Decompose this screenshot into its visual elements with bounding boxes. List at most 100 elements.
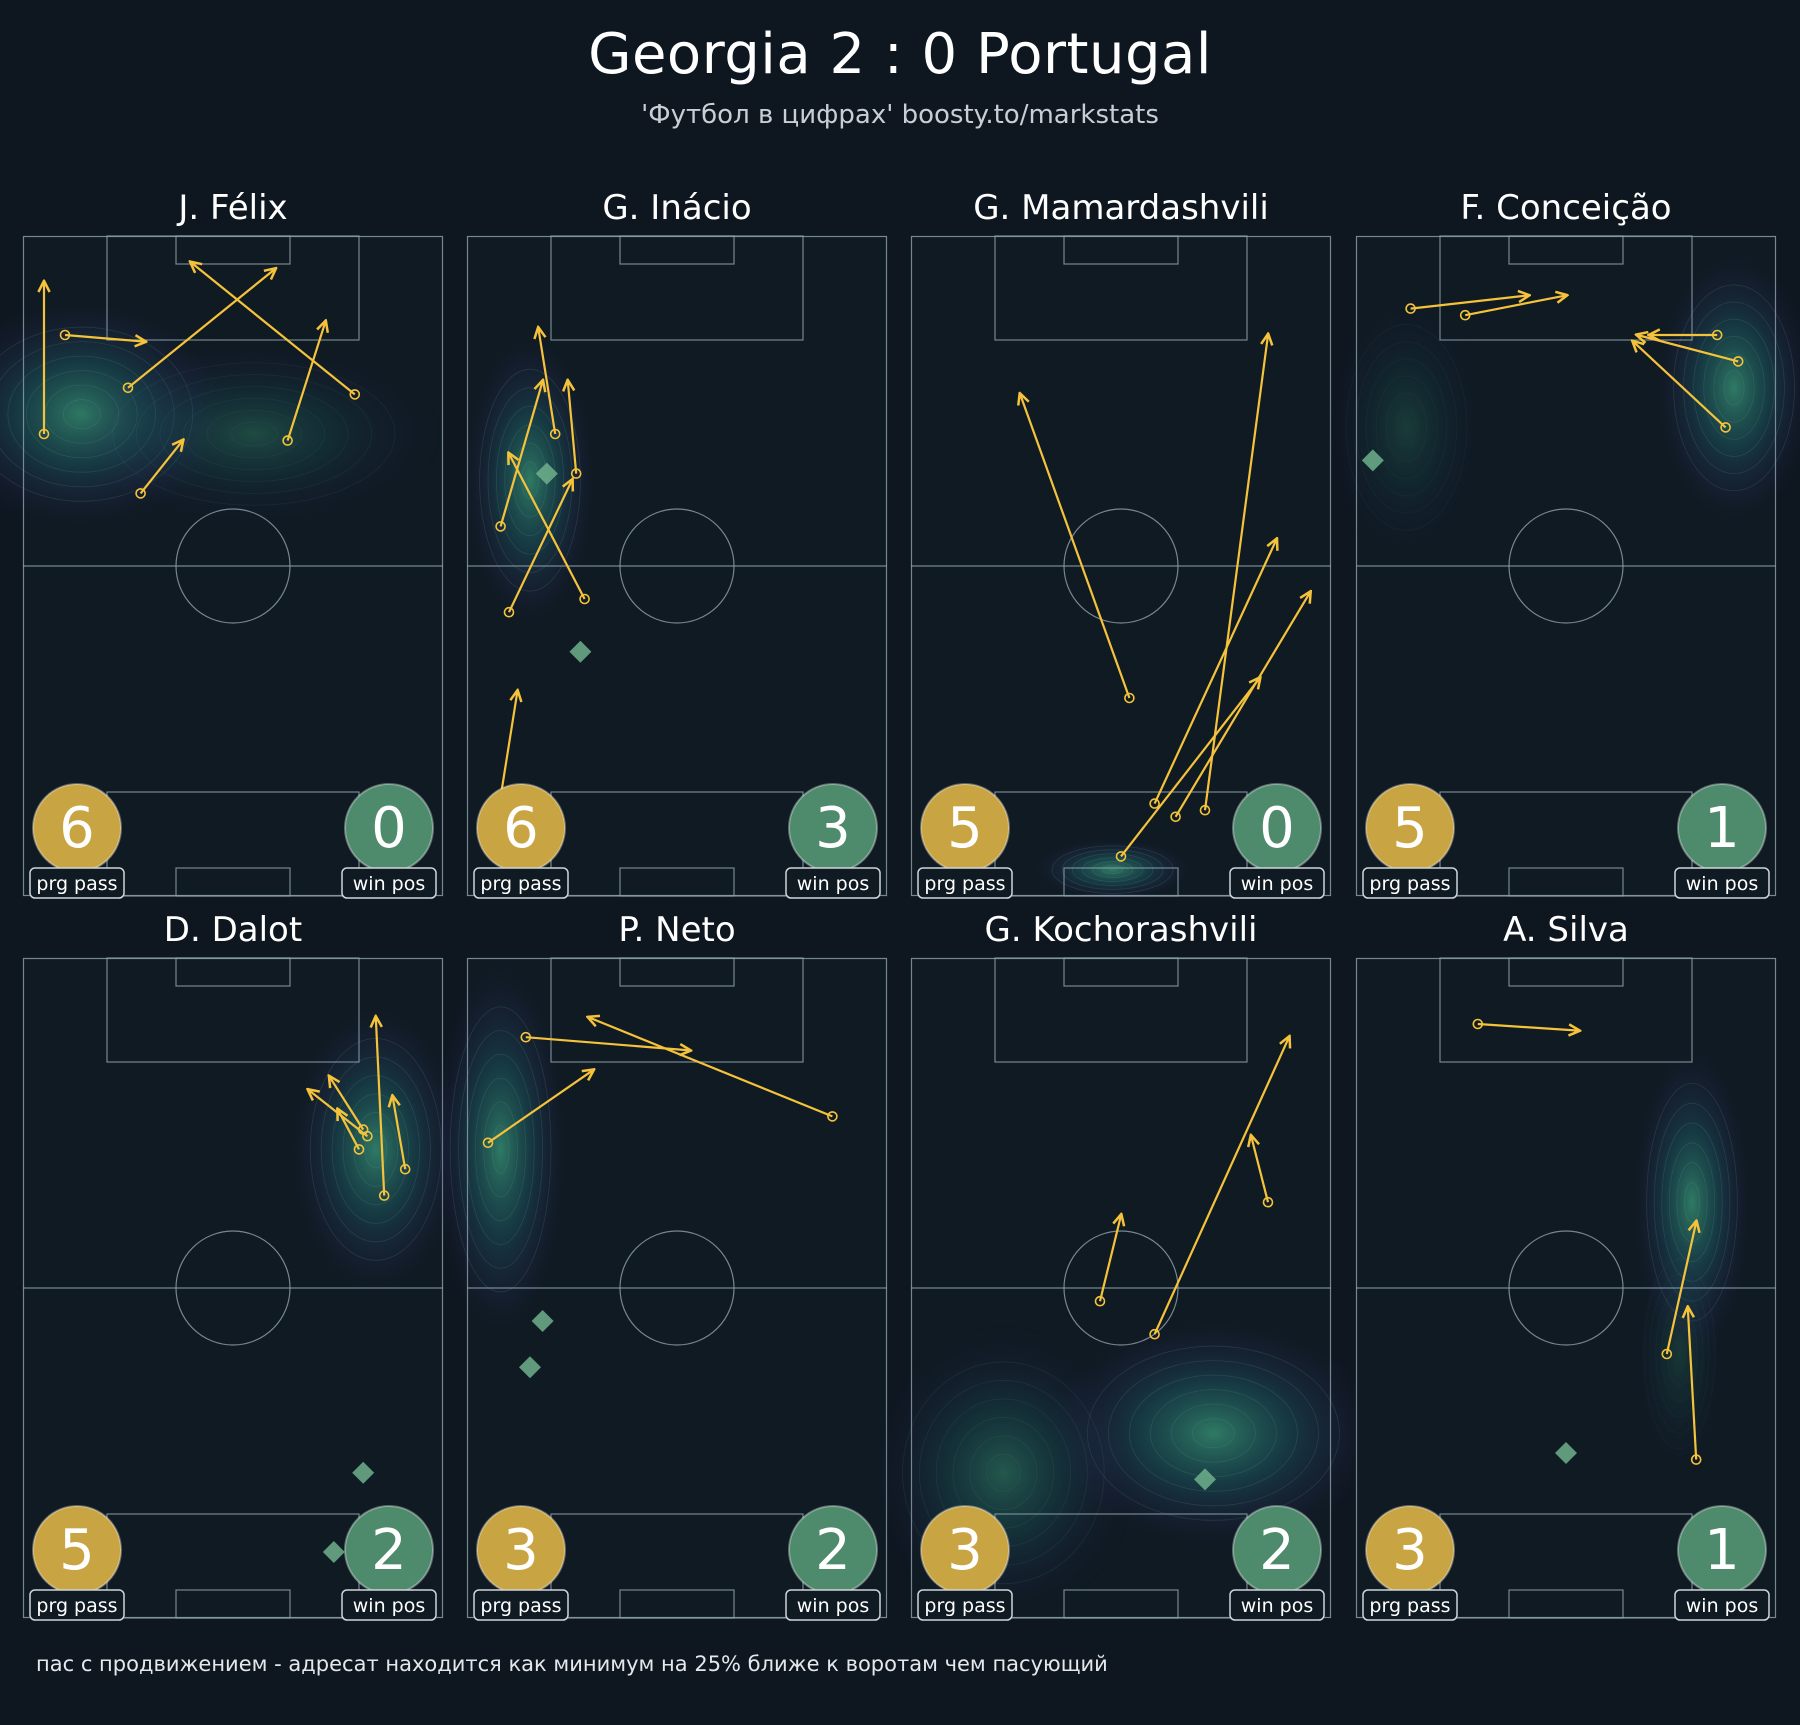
player-panel: J. Félix 6 prg pass 0 win pos — [0, 188, 444, 899]
win-position-marker — [519, 1356, 541, 1379]
prg-pass-badge-value: 5 — [1392, 796, 1428, 861]
page-subtitle: 'Футбол в цифрах' boosty.to/markstats — [641, 100, 1159, 130]
progressive-pass — [538, 328, 561, 440]
win-pos-badge-label: win pos — [797, 1595, 869, 1617]
player-name: J. Félix — [178, 188, 288, 228]
win-pos-badge-value: 2 — [1259, 1518, 1295, 1583]
center-circle — [175, 508, 291, 624]
prg-pass-badge-value: 5 — [947, 796, 983, 861]
prg-pass-badge-label: prg pass — [480, 1595, 561, 1617]
top-goal-area — [1508, 235, 1624, 265]
progressive-pass — [393, 1097, 411, 1175]
progressive-pass — [59, 329, 145, 342]
heatmap-zone — [1632, 1227, 1727, 1481]
center-circle — [1508, 1230, 1624, 1346]
pitch-chart: 5 prg pass 2 win pos — [22, 957, 464, 1621]
player-name: G. Kochorashvili — [984, 910, 1258, 950]
prg-pass-badge-value: 3 — [503, 1518, 539, 1583]
bottom-goal-area — [1063, 867, 1179, 897]
progressive-pass — [482, 1070, 594, 1149]
progressive-pass — [503, 480, 573, 618]
prg-pass-badge-label: prg pass — [1369, 873, 1450, 895]
win-position-marker — [352, 1461, 375, 1484]
heatmap-zone — [869, 1324, 1138, 1621]
progressive-pass — [1149, 1037, 1289, 1340]
prg-pass-badge-value: 3 — [1392, 1518, 1428, 1583]
prg-pass-badge: 5 prg pass — [917, 783, 1013, 899]
top-goal-area — [1508, 957, 1624, 987]
bottom-goal-area — [619, 867, 735, 897]
progressive-pass — [568, 381, 582, 479]
top-goal-area — [1063, 235, 1179, 265]
bottom-goal-area — [619, 1589, 735, 1619]
heatmap-zone — [1031, 837, 1194, 902]
heatmap-zone — [433, 959, 568, 1340]
progressive-pass — [1094, 1215, 1122, 1307]
progressive-pass — [376, 1017, 390, 1201]
center-circle — [1063, 1230, 1179, 1346]
center-circle — [1063, 508, 1179, 624]
progressive-pass — [589, 1017, 838, 1122]
center-circle — [619, 1230, 735, 1346]
prg-pass-badge-value: 5 — [59, 1518, 95, 1583]
player-panel: F. Conceição 5 prg pass 1 win pos — [1325, 188, 1800, 899]
win-pos-badge-label: win pos — [1686, 1595, 1758, 1617]
top-goal-area — [619, 235, 735, 265]
prg-pass-badge-label: prg pass — [480, 873, 561, 895]
progressive-pass — [1637, 335, 1744, 367]
prg-pass-badge: 6 prg pass — [473, 783, 569, 899]
pitch-chart: 5 prg pass 0 win pos — [910, 235, 1332, 902]
progressive-pass — [1661, 1222, 1696, 1360]
progressive-pass — [1115, 678, 1260, 862]
prg-pass-badge: 5 prg pass — [29, 1505, 125, 1621]
player-name: P. Neto — [618, 910, 736, 950]
prg-pass-badge-value: 6 — [59, 796, 95, 861]
top-goal-area — [175, 957, 291, 987]
player-panel: G. Kochorashvili 3 prg pass 2 win pos — [869, 910, 1382, 1621]
player-panel: D. Dalot 5 prg pass 2 win pos — [22, 910, 464, 1621]
win-pos-badge-value: 0 — [371, 796, 407, 861]
win-pos-badge-value: 2 — [371, 1518, 407, 1583]
bottom-goal-area — [1508, 867, 1624, 897]
progressive-pass — [1633, 342, 1731, 433]
player-name: G. Inácio — [602, 188, 752, 228]
center-circle — [1508, 508, 1624, 624]
pitch-chart: 3 prg pass 2 win pos — [869, 957, 1382, 1621]
prg-pass-badge: 3 prg pass — [917, 1505, 1013, 1621]
progressive-pass — [330, 1077, 369, 1135]
win-pos-badge-label: win pos — [353, 1595, 425, 1617]
pitch-chart: 5 prg pass 1 win pos — [1325, 235, 1800, 899]
center-circle — [175, 1230, 291, 1346]
progressive-pass — [1405, 295, 1528, 314]
prg-pass-badge-label: prg pass — [924, 873, 1005, 895]
prg-pass-badge-value: 6 — [503, 796, 539, 861]
win-pos-badge: 0 win pos — [1229, 783, 1325, 899]
progressive-pass — [1459, 295, 1566, 321]
prg-pass-badge: 3 prg pass — [473, 1505, 569, 1621]
top-goal-area — [1063, 957, 1179, 987]
prg-pass-badge-label: prg pass — [1369, 1595, 1450, 1617]
win-position-marker — [569, 640, 592, 663]
progressive-pass — [1251, 1136, 1274, 1208]
win-position-marker — [1194, 1468, 1216, 1491]
prg-pass-badge: 6 prg pass — [29, 783, 125, 899]
player-panel: G. Mamardashvili 5 prg pass 0 win pos — [910, 188, 1332, 902]
top-goal-area — [175, 235, 291, 265]
win-pos-badge: 0 win pos — [341, 783, 437, 899]
progressive-pass — [1688, 1308, 1702, 1465]
player-panel: P. Neto 3 prg pass 2 win pos — [433, 910, 888, 1621]
win-pos-badge: 2 win pos — [1229, 1505, 1325, 1621]
win-pos-badge-value: 3 — [815, 796, 851, 861]
win-pos-badge-label: win pos — [353, 873, 425, 895]
progressive-pass — [1020, 394, 1135, 704]
win-position-marker — [531, 1310, 554, 1332]
prg-pass-badge-value: 3 — [947, 1518, 983, 1583]
win-pos-badge: 2 win pos — [341, 1505, 437, 1621]
progressive-pass — [1199, 335, 1269, 816]
progressive-pass — [495, 381, 542, 532]
prg-pass-badge: 5 prg pass — [1362, 783, 1458, 899]
progressive-pass — [1472, 1018, 1578, 1031]
player-name: D. Dalot — [163, 910, 303, 950]
win-pos-badge-label: win pos — [1686, 873, 1758, 895]
pitch-chart: 6 prg pass 3 win pos — [462, 235, 888, 899]
